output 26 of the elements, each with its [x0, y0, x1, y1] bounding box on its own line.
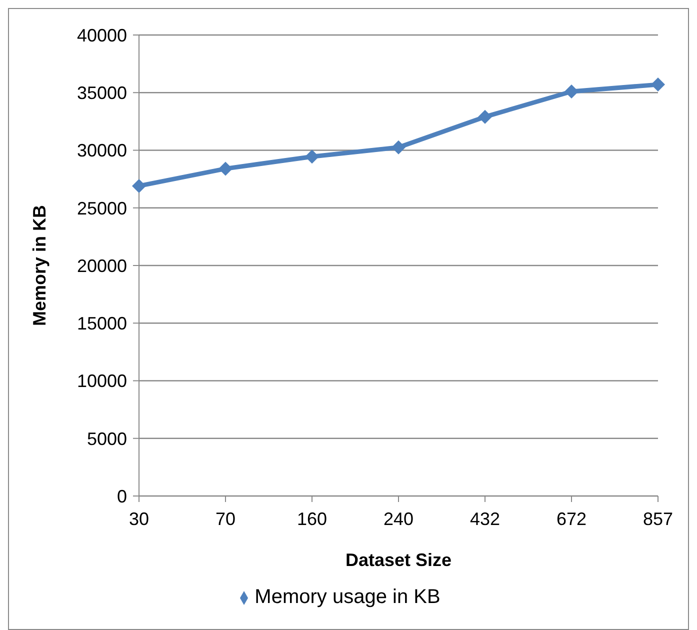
point [132, 178, 146, 193]
point [478, 110, 492, 124]
legend-label: Memory usage in KB [254, 586, 440, 608]
y-tick-label: 20000 [76, 256, 127, 276]
x-tick-label: 160 [296, 508, 328, 529]
y-tick-label: 35000 [76, 83, 127, 104]
y-tick-label: 25000 [76, 198, 127, 218]
x-tick-label: 672 [556, 508, 587, 529]
point [564, 84, 578, 98]
y-tick-label: 40000 [76, 25, 127, 46]
x-tick-label: 432 [470, 508, 500, 529]
point [305, 150, 319, 164]
y-tick-label: 0 [116, 486, 127, 506]
x-tick-label: 240 [383, 508, 414, 529]
point [218, 162, 232, 176]
y-tick-label: 5000 [86, 428, 127, 449]
point [392, 140, 406, 154]
y-axis-title: Memory in KB [29, 204, 50, 326]
y-tick-label: 10000 [76, 371, 127, 392]
x-tick-label: 857 [642, 508, 674, 529]
y-tick-label: 15000 [76, 314, 127, 334]
x-axis-title: Dataset Size [345, 550, 452, 570]
x-tick-label: 70 [215, 508, 236, 529]
point [651, 78, 665, 92]
x-tick-label: 30 [128, 508, 150, 529]
y-tick-label: 30000 [76, 140, 127, 161]
